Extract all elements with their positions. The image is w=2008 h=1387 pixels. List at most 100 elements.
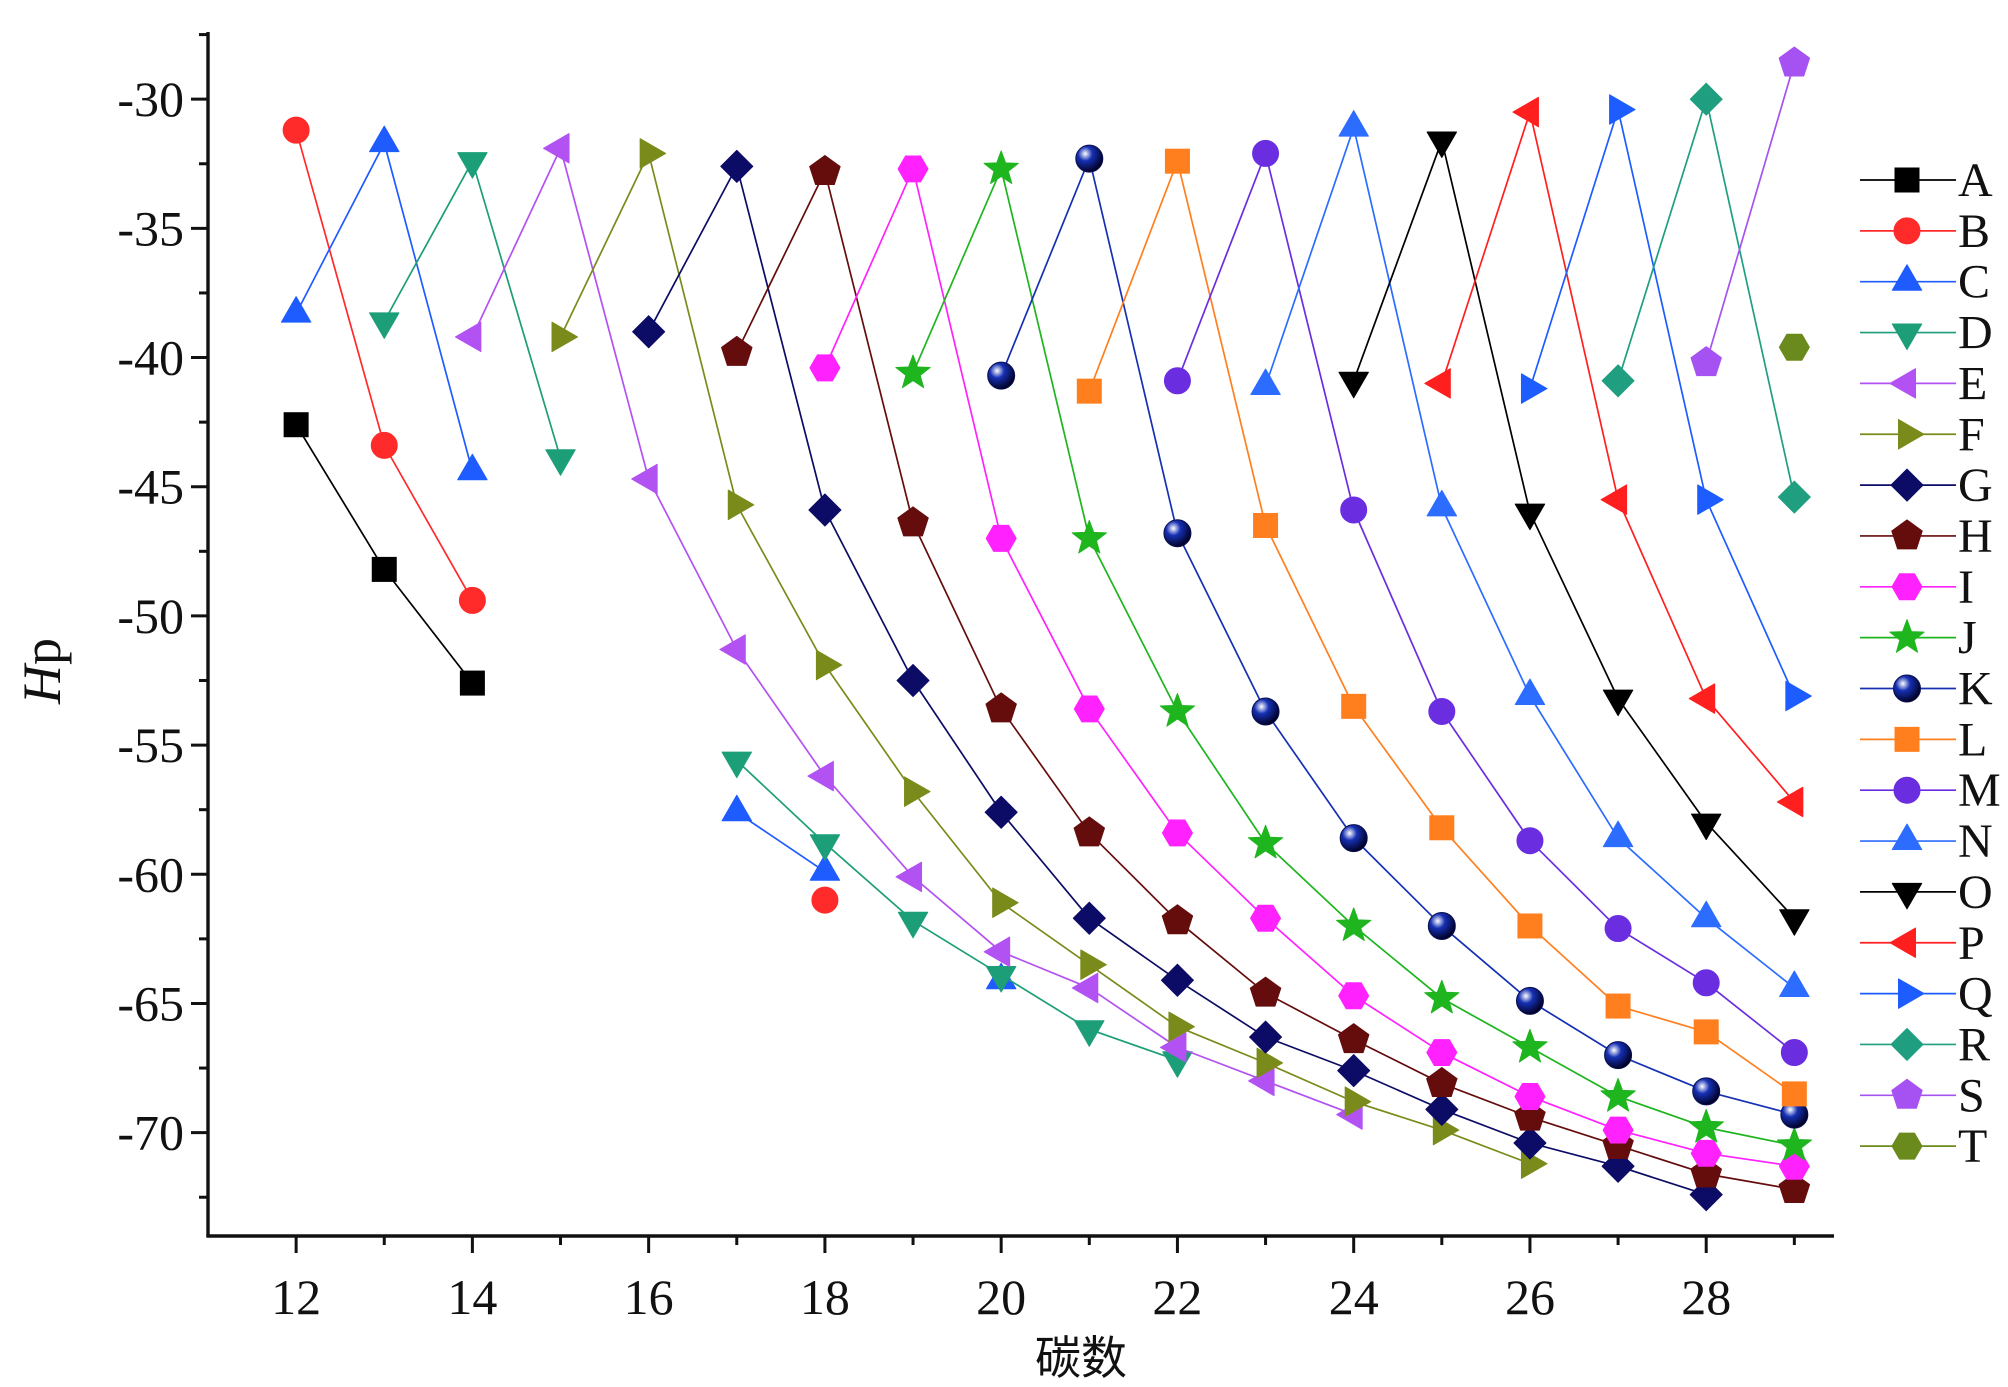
legend-marker	[1890, 1027, 1924, 1061]
series-K-marker	[1515, 986, 1544, 1015]
series-I-marker	[1690, 1139, 1722, 1167]
series-T	[1778, 333, 1810, 361]
series-C-marker	[457, 453, 488, 481]
legend-marker	[1893, 217, 1921, 245]
series-D-marker	[721, 751, 752, 779]
series-A-marker	[283, 412, 309, 438]
legend-label: K	[1958, 663, 1993, 716]
series-J-marker	[1424, 979, 1460, 1014]
series-B-marker	[458, 586, 486, 614]
series-S-marker	[1690, 346, 1722, 377]
series-J-marker	[1688, 1108, 1724, 1143]
y-axis-label-part: p	[12, 638, 72, 665]
series-H-marker	[1161, 904, 1194, 935]
series-A-marker	[371, 556, 397, 582]
series-F-marker	[1344, 1086, 1372, 1117]
series-I-marker	[1426, 1039, 1458, 1067]
series-Q-marker	[1520, 373, 1548, 404]
y-tick-label: -60	[117, 846, 184, 902]
series-L-marker	[1076, 378, 1102, 404]
series-O-marker	[1426, 131, 1458, 159]
legend-entry-R: R	[1860, 1018, 1990, 1071]
series-F-marker	[639, 138, 667, 169]
series-G-marker	[720, 149, 754, 183]
series-N-marker	[1779, 970, 1810, 997]
series-D-marker	[897, 911, 929, 939]
series-N	[1250, 110, 1810, 997]
series-G-marker	[1513, 1126, 1547, 1160]
series-F-marker	[551, 321, 579, 353]
series-M-marker	[1780, 1039, 1808, 1067]
series-I-marker	[1602, 1116, 1634, 1144]
series-R-marker	[1601, 364, 1635, 398]
series-H	[721, 155, 1811, 1203]
series-I-marker	[1161, 819, 1193, 847]
legend-label: I	[1958, 561, 1974, 614]
series-G-marker	[984, 795, 1018, 829]
legend-entry-F: F	[1860, 408, 1985, 461]
legend-entry-K: K	[1860, 663, 1993, 716]
legend-label: T	[1958, 1120, 1987, 1173]
series-O-marker	[1690, 813, 1722, 841]
legend-entry-J: J	[1860, 612, 1977, 665]
series-J-marker	[1776, 1127, 1812, 1161]
y-tick-label: -50	[117, 588, 184, 644]
series-H-marker	[1778, 1172, 1811, 1203]
series-N-marker	[1514, 678, 1546, 706]
series-G-marker	[808, 493, 842, 527]
legend-marker	[1891, 1132, 1923, 1160]
legend-marker	[1894, 167, 1920, 193]
y-tick-label: -65	[117, 975, 184, 1031]
series-P-marker	[1688, 683, 1716, 714]
legend-entry-A: A	[1860, 154, 1993, 207]
series-G-marker	[1160, 963, 1194, 997]
legend-label: O	[1958, 866, 1993, 919]
legend-label: J	[1958, 612, 1977, 665]
legend-label: B	[1958, 205, 1990, 258]
series-R-line	[1617, 98, 1796, 498]
legend-label: A	[1958, 154, 1993, 207]
series-F-marker	[727, 489, 755, 521]
series-I-marker	[985, 524, 1017, 552]
series-E-marker	[454, 321, 482, 353]
series-L-marker	[1781, 1081, 1807, 1107]
legend-marker	[1889, 927, 1916, 958]
series-C	[280, 125, 1017, 990]
series-G-marker	[896, 664, 930, 698]
legend-marker	[1898, 419, 1925, 450]
legend-entry-E: E	[1860, 357, 1987, 410]
series-N-marker	[1426, 489, 1458, 517]
series-F-marker	[904, 776, 931, 807]
series-E-line	[471, 147, 1354, 1116]
series-C-marker	[369, 125, 400, 153]
series-H-marker	[721, 335, 753, 366]
series-I-marker	[1778, 1152, 1810, 1180]
x-tick-label: 18	[800, 1269, 850, 1325]
series-M-marker	[1252, 139, 1280, 167]
series-I-line	[824, 168, 1795, 1168]
series-J-marker	[1600, 1077, 1636, 1112]
x-tick-label: 26	[1505, 1269, 1555, 1325]
legend-entry-M: M	[1860, 764, 2001, 817]
series-M-marker	[1692, 969, 1720, 997]
y-tick-label: -30	[117, 71, 184, 127]
y-axis-label: Hp	[12, 638, 72, 705]
series-P	[1424, 96, 1804, 818]
series-B-marker	[370, 431, 398, 459]
legend-marker	[1891, 323, 1923, 351]
legend-marker	[1889, 619, 1925, 653]
series-K-marker	[987, 361, 1016, 390]
series-P-marker	[1600, 484, 1628, 515]
series-M-marker	[1604, 915, 1632, 943]
series-C-line	[295, 142, 474, 472]
x-tick-label: 16	[624, 1269, 674, 1325]
legend-label: F	[1958, 408, 1985, 461]
series-G-marker	[1425, 1092, 1459, 1126]
series-B	[282, 116, 839, 914]
series-G-marker	[1072, 901, 1106, 935]
legend-entry-G: G	[1860, 459, 1993, 512]
series-O-marker	[1602, 689, 1634, 717]
series-C-marker	[809, 854, 841, 881]
legend-entry-P: P	[1860, 917, 1985, 970]
axes: 12 14 16 18 20 22 24 26 28 -30 -35 -40 -45 -50 -55 -60 -…	[117, 32, 1834, 1325]
